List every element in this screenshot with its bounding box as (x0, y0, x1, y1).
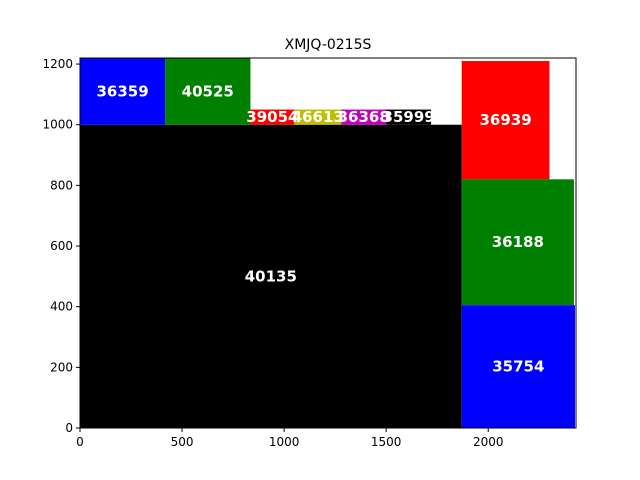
y-axis-ticks: 0 200 400 600 800 1000 1200 (42, 57, 80, 435)
treemap-rect-46613 (294, 109, 342, 125)
plot-frame (79, 57, 577, 429)
treemap-label-35754: 35754 (492, 358, 544, 376)
rectangles-group (80, 58, 575, 428)
x-tick-label: 1500 (371, 435, 402, 449)
treemap-rect-36359 (80, 58, 166, 125)
y-tick-label: 1000 (42, 118, 73, 132)
treemap-label-36188: 36188 (492, 233, 544, 251)
x-tick-label: 500 (171, 435, 194, 449)
y-tick-label: 800 (50, 178, 73, 192)
y-tick-label: 600 (50, 239, 73, 253)
treemap-rect-35754 (461, 305, 575, 428)
treemap-rect-36188 (461, 179, 574, 306)
treemap-rect-40525 (165, 58, 251, 125)
treemap-label-36368: 36368 (338, 108, 390, 126)
treemap-rect-40135 (80, 124, 462, 428)
treemap-label-40135: 40135 (245, 267, 297, 285)
treemap-rect-36939 (461, 61, 550, 180)
treemap-label-40525: 40525 (182, 82, 234, 100)
x-tick-label: 0 (76, 435, 84, 449)
treemap-rect-36368 (341, 109, 387, 125)
x-axis-ticks: 0 500 1000 1500 2000 (76, 428, 504, 449)
treemap-label-35999: 35999 (383, 108, 435, 126)
treemap-rect-39054 (250, 109, 295, 125)
x-tick-label: 1000 (269, 435, 300, 449)
treemap-label-36359: 36359 (96, 82, 148, 100)
treemap-rect-35999 (386, 109, 432, 125)
x-tick-label: 2000 (473, 435, 504, 449)
y-tick-label: 1200 (42, 57, 73, 71)
treemap-label-36939: 36939 (479, 111, 531, 129)
treemap-label-46613: 46613 (292, 108, 344, 126)
treemap-label-39054: 39054 (246, 108, 298, 126)
chart-title: XMJQ-0215S (285, 37, 372, 53)
y-tick-label: 400 (50, 300, 73, 314)
y-tick-label: 0 (65, 421, 73, 435)
y-tick-label: 200 (50, 360, 73, 374)
